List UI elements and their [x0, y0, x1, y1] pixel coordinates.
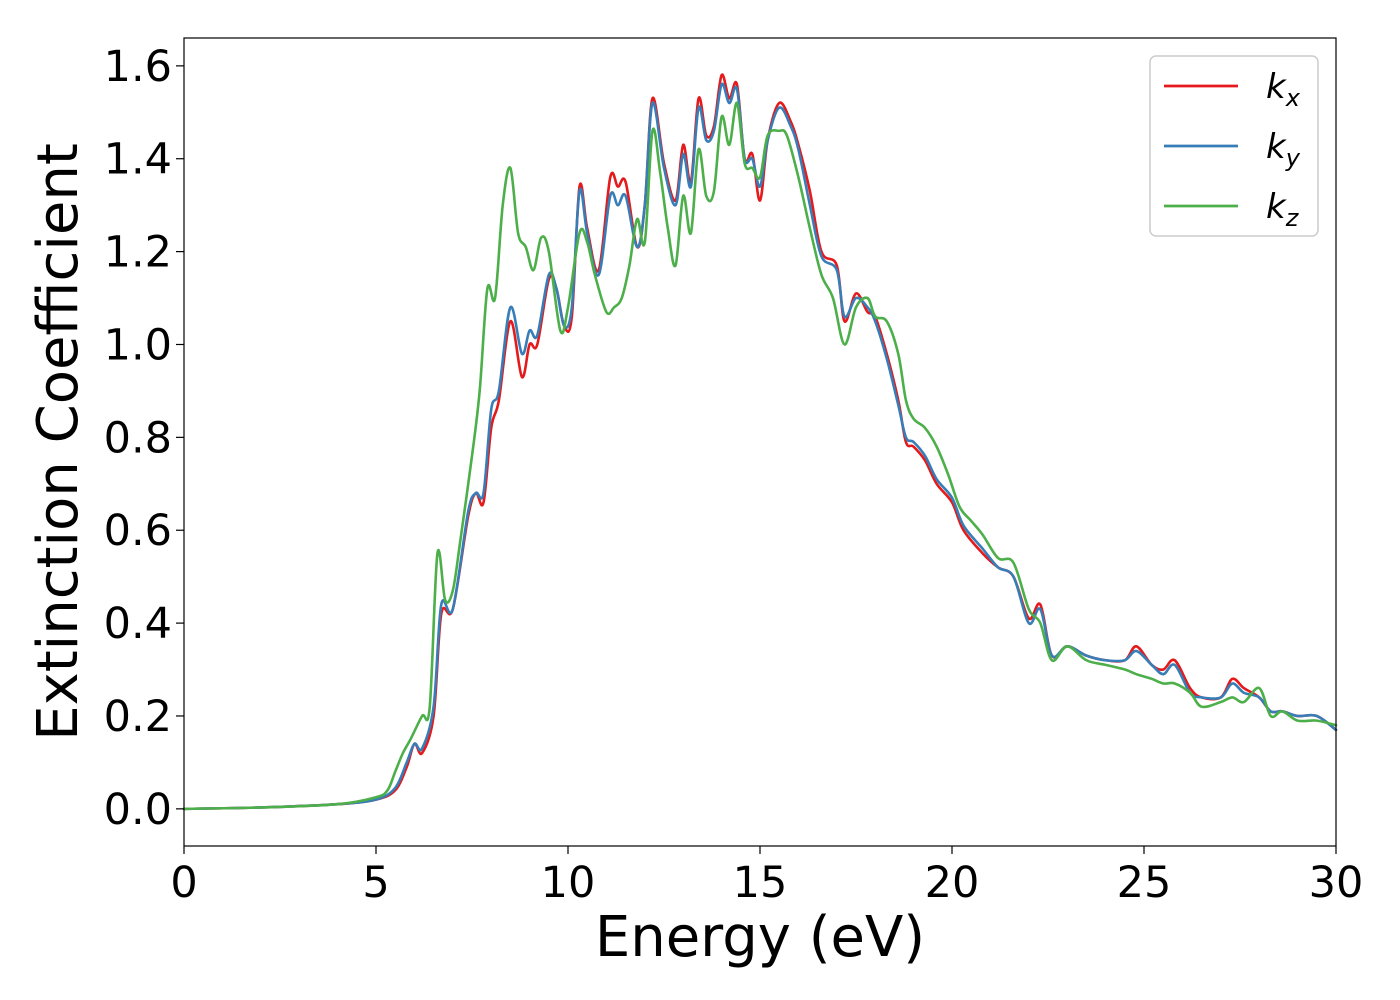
x-tick-label: 30: [1309, 858, 1364, 908]
y-tick-label: 1.2: [104, 228, 172, 278]
y-axis-label: Extinction Coefficient: [26, 143, 91, 741]
x-tick-label: 10: [541, 858, 596, 908]
x-tick-label: 5: [362, 858, 389, 908]
x-tick-label: 0: [170, 858, 197, 908]
y-tick-label: 0.4: [104, 599, 172, 649]
x-tick-label: 25: [1117, 858, 1172, 908]
y-tick-label: 1.6: [104, 42, 172, 92]
x-tick-label: 15: [733, 858, 788, 908]
y-tick-label: 0.0: [104, 785, 172, 835]
x-tick-label: 20: [925, 858, 980, 908]
x-axis-label: Energy (eV): [595, 905, 925, 970]
legend: kx ky kz: [1149, 55, 1319, 237]
legend-label-kz: kz: [1266, 187, 1300, 232]
y-tick-label: 0.2: [104, 692, 172, 742]
series-line-kz: [182, 101, 1338, 811]
x-axis-ticks: 0 5 10 15 20 25 30: [170, 846, 1363, 908]
legend-label-kx: kx: [1266, 67, 1301, 112]
y-tick-label: 0.6: [104, 506, 172, 556]
y-tick-label: 1.4: [104, 135, 172, 185]
series-layer: [182, 73, 1338, 811]
y-tick-label: 0.8: [104, 413, 172, 463]
legend-label-ky: ky: [1266, 127, 1301, 172]
series-line-ky: [182, 82, 1338, 811]
y-axis-ticks: 0.0 0.2 0.4 0.6 0.8 1.0 1.2 1.4 1.6: [104, 42, 184, 835]
y-tick-label: 1.0: [104, 320, 172, 370]
